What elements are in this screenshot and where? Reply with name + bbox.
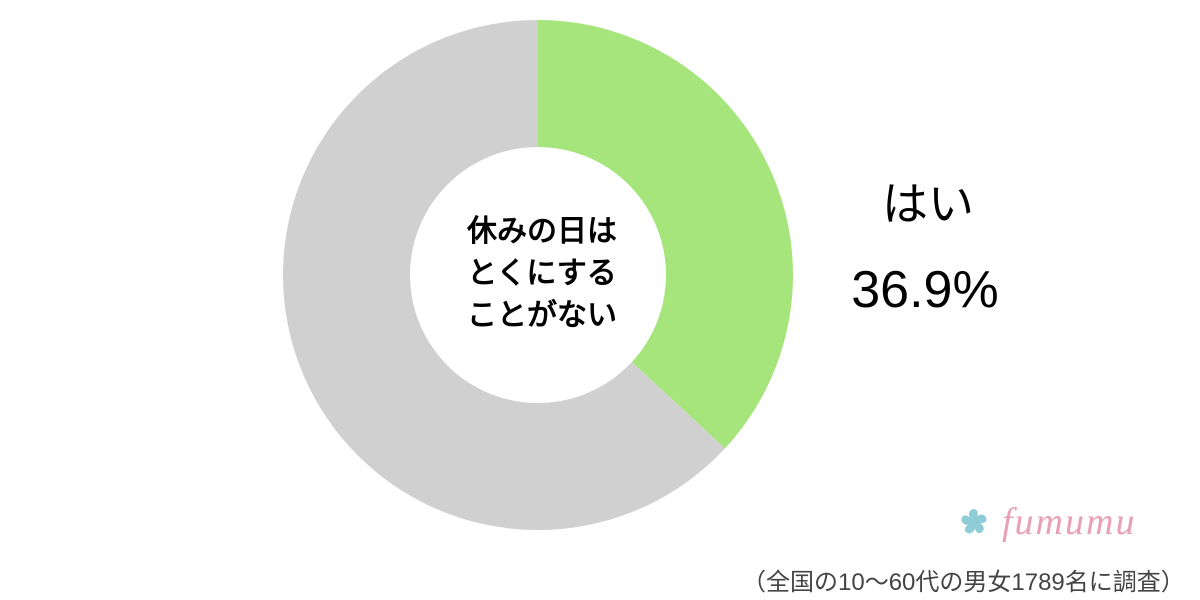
center-text-line: とくにする	[437, 253, 647, 295]
chart-container: 休みの日はとくにすることがない はい 36.9% fumumu （全国の10〜6…	[0, 0, 1200, 600]
brand-logo: fumumu	[952, 500, 1136, 544]
slice-label-yes: はい	[848, 168, 1008, 234]
center-text-line: ことがない	[437, 295, 647, 337]
center-text-line: 休みの日は	[437, 211, 647, 253]
slice-value-yes: 36.9%	[815, 260, 1035, 320]
brand-logo-text: fumumu	[1002, 500, 1136, 544]
survey-note: （全国の10〜60代の男女1789名に調査）	[742, 562, 1185, 597]
flower-icon	[952, 500, 996, 544]
donut-center-text: 休みの日はとくにすることがない	[437, 211, 647, 337]
